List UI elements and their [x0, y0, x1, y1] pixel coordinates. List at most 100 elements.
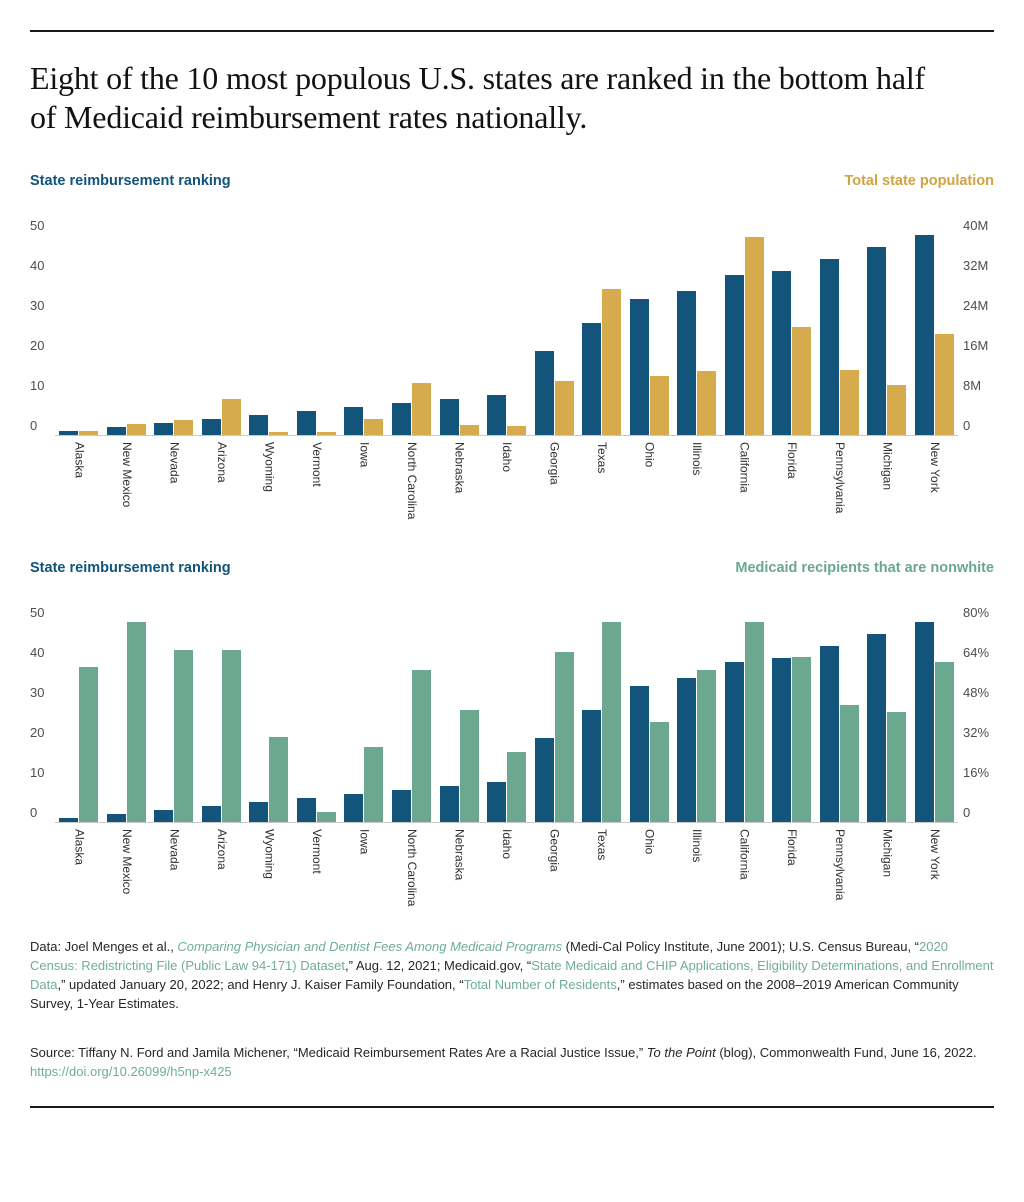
x-label-ohio: Ohio: [642, 442, 657, 468]
bar-total-state-population-idaho: [507, 425, 527, 435]
bar-ranking-arizona: [201, 419, 221, 435]
y-tick-right-16-: 16%: [963, 765, 990, 780]
y-tick-left-20: 20: [30, 338, 45, 353]
text-run: (blog), Commonwealth Fund, June 16, 2022…: [715, 1045, 977, 1060]
legend-ranking-label: State reimbursement ranking: [30, 173, 231, 189]
top-rule: [30, 30, 994, 32]
bar-group-iowa: [340, 236, 388, 435]
x-label-cell-vermont: Vermont: [293, 823, 341, 911]
x-label-cell-north-carolina: North Carolina: [388, 436, 436, 524]
y-tick-left-0: 0: [30, 805, 38, 820]
bar-ranking-vermont: [296, 798, 316, 822]
bar-group-georgia: [530, 236, 578, 435]
data-note: Data: Joel Menges et al., Comparing Phys…: [30, 937, 994, 1013]
x-label-nebraska: Nebraska: [452, 829, 467, 881]
bar-total-state-population-wyoming: [269, 432, 289, 435]
bar-ranking-texas: [582, 710, 602, 822]
bar-medicaid-recipients-that-are-nonwhite-north-carolina: [411, 669, 431, 822]
bar-group-pennsylvania: [816, 623, 864, 822]
bar-group-florida: [768, 623, 816, 822]
chart1-plot: [55, 235, 959, 436]
bar-ranking-nevada: [154, 810, 174, 822]
bar-group-new-york: [911, 235, 959, 435]
x-label-alaska: Alaska: [72, 442, 87, 479]
y-tick-right-8m: 8M: [963, 378, 982, 393]
x-label-california: California: [737, 442, 752, 493]
x-label-cell-pennsylvania: Pennsylvania: [816, 436, 864, 524]
bar-group-arizona: [198, 236, 246, 435]
text-link[interactable]: Comparing Physician and Dentist Fees Amo…: [177, 939, 563, 954]
bar-ranking-wyoming: [249, 802, 269, 822]
y-tick-left-30: 30: [30, 298, 45, 313]
bar-ranking-michigan: [867, 247, 887, 435]
bar-total-state-population-pennsylvania: [839, 370, 859, 435]
bar-group-georgia: [530, 623, 578, 822]
text-run: (Medi-Cal Policy Institute, June 2001); …: [562, 939, 919, 954]
x-label-illinois: Illinois: [690, 829, 705, 863]
x-label-cell-ohio: Ohio: [625, 823, 673, 911]
bar-total-state-population-new-york: [934, 334, 954, 435]
bar-group-california: [720, 236, 768, 435]
x-label-georgia: Georgia: [547, 829, 562, 872]
y-tick-right-0: 0: [963, 418, 971, 433]
x-label-cell-nevada: Nevada: [150, 436, 198, 524]
x-label-cell-texas: Texas: [578, 436, 626, 524]
bar-group-pennsylvania: [816, 236, 864, 435]
x-label-cell-arizona: Arizona: [198, 436, 246, 524]
bar-total-state-population-nevada: [174, 419, 194, 435]
x-label-texas: Texas: [595, 442, 610, 474]
x-label-cell-california: California: [720, 436, 768, 524]
chart1-legend: State reimbursement ranking Total state …: [30, 173, 994, 189]
text-link[interactable]: State Medicaid and CHIP Applications, El…: [30, 958, 994, 992]
bar-group-new-mexico: [103, 236, 151, 435]
x-label-cell-michigan: Michigan: [863, 823, 911, 911]
text-link[interactable]: https://doi.org/10.26099/h5np-x425: [30, 1064, 232, 1079]
x-label-cell-texas: Texas: [578, 823, 626, 911]
x-label-vermont: Vermont: [309, 829, 324, 874]
bar-medicaid-recipients-that-are-nonwhite-alaska: [79, 667, 99, 822]
bar-medicaid-recipients-that-are-nonwhite-new-mexico: [126, 622, 146, 822]
x-label-cell-wyoming: Wyoming: [245, 823, 293, 911]
x-label-cell-georgia: Georgia: [530, 823, 578, 911]
x-label-alaska: Alaska: [72, 829, 87, 866]
x-label-new-mexico: New Mexico: [119, 829, 134, 895]
bar-group-nevada: [150, 623, 198, 822]
x-label-pennsylvania: Pennsylvania: [832, 442, 847, 514]
text-run: ,” updated January 20, 2022; and Henry J…: [57, 977, 464, 992]
x-label-cell-idaho: Idaho: [483, 823, 531, 911]
bar-medicaid-recipients-that-are-nonwhite-vermont: [316, 812, 336, 822]
bar-ranking-illinois: [677, 291, 697, 435]
bar-group-iowa: [340, 623, 388, 822]
text-link[interactable]: Total Number of Residents: [463, 977, 617, 992]
x-label-cell-alaska: Alaska: [55, 823, 103, 911]
x-label-iowa: Iowa: [357, 442, 372, 468]
bar-group-nevada: [150, 236, 198, 435]
x-label-cell-iowa: Iowa: [340, 436, 388, 524]
x-label-cell-nebraska: Nebraska: [435, 823, 483, 911]
bar-ranking-michigan: [867, 634, 887, 822]
x-label-cell-new-mexico: New Mexico: [103, 823, 151, 911]
bar-medicaid-recipients-that-are-nonwhite-idaho: [507, 752, 527, 822]
bar-ranking-florida: [772, 271, 792, 435]
bar-group-vermont: [293, 623, 341, 822]
bar-total-state-population-florida: [792, 327, 812, 435]
bar-group-ohio: [625, 236, 673, 435]
x-label-michigan: Michigan: [880, 442, 895, 491]
text-run: Data: Joel Menges et al.,: [30, 939, 178, 954]
x-label-florida: Florida: [785, 442, 800, 479]
x-label-vermont: Vermont: [309, 442, 324, 487]
x-label-cell-nevada: Nevada: [150, 823, 198, 911]
bar-ranking-north-carolina: [391, 403, 411, 435]
bar-total-state-population-north-carolina: [411, 382, 431, 435]
x-label-illinois: Illinois: [690, 442, 705, 476]
bar-total-state-population-ohio: [649, 376, 669, 435]
source-note: Source: Tiffany N. Ford and Jamila Miche…: [30, 1043, 994, 1081]
y-tick-left-20: 20: [30, 725, 45, 740]
y-tick-right-24m: 24M: [963, 298, 989, 313]
bar-ranking-florida: [772, 658, 792, 822]
y-tick-right-32m: 32M: [963, 258, 989, 273]
page-title: Eight of the 10 most populous U.S. state…: [30, 60, 925, 135]
text-run: ,” estimates based on the 2008–2019 Amer…: [30, 977, 959, 1011]
text-link[interactable]: 2020 Census: Redistricting File (Public …: [30, 939, 948, 973]
bar-total-state-population-michigan: [887, 384, 907, 435]
